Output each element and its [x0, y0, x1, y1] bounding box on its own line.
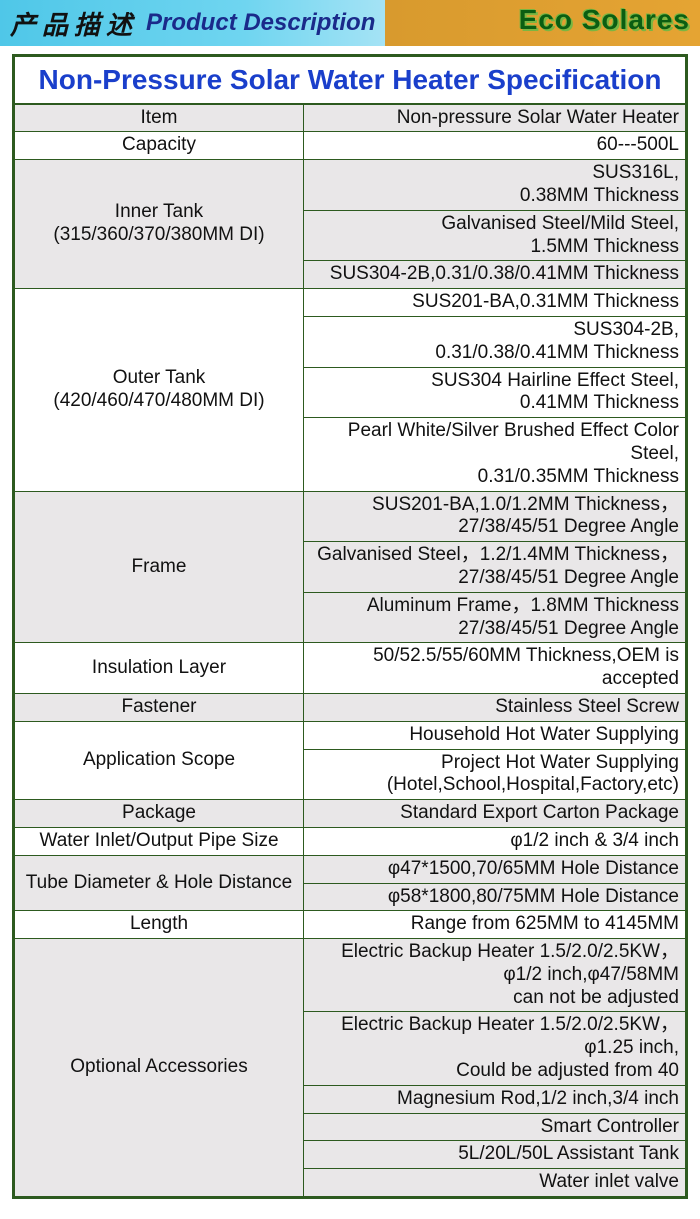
- spec-value: Galvanised Steel/Mild Steel,1.5MM Thickn…: [304, 210, 687, 261]
- spec-label: Application Scope: [14, 721, 304, 799]
- spec-value: Aluminum Frame，1.8MM Thickness27/38/45/5…: [304, 592, 687, 643]
- spec-label: Fastener: [14, 693, 304, 721]
- page-header: 产品描述 Product Description Eco Solares: [0, 0, 700, 46]
- spec-value: Pearl White/Silver Brushed Effect Color …: [304, 418, 687, 491]
- spec-value: SUS201-BA,1.0/1.2MM Thickness，27/38/45/5…: [304, 491, 687, 542]
- spec-label: Item: [14, 104, 304, 132]
- spec-label: Optional Accessories: [14, 939, 304, 1198]
- spec-value: 60---500L: [304, 132, 687, 160]
- spec-label: Inner Tank(315/360/370/380MM DI): [14, 160, 304, 289]
- spec-value: 5L/20L/50L Assistant Tank: [304, 1141, 687, 1169]
- spec-value: SUS304-2B,0.31/0.38/0.41MM Thickness: [304, 316, 687, 367]
- spec-value: φ1/2 inch & 3/4 inch: [304, 827, 687, 855]
- spec-value: Non-pressure Solar Water Heater: [304, 104, 687, 132]
- spec-label: Frame: [14, 491, 304, 643]
- spec-label: Package: [14, 800, 304, 828]
- spec-value: Standard Export Carton Package: [304, 800, 687, 828]
- spec-value: φ47*1500,70/65MM Hole Distance: [304, 855, 687, 883]
- spec-value: Water inlet valve: [304, 1169, 687, 1198]
- spec-value: Project Hot Water Supplying(Hotel,School…: [304, 749, 687, 800]
- spec-table: Non-Pressure Solar Water Heater Specific…: [12, 54, 688, 1199]
- spec-label: Water Inlet/Output Pipe Size: [14, 827, 304, 855]
- spec-label: Tube Diameter & Hole Distance: [14, 855, 304, 911]
- spec-value: Household Hot Water Supplying: [304, 721, 687, 749]
- spec-value: Galvanised Steel，1.2/1.4MM Thickness，27/…: [304, 542, 687, 593]
- header-label-cn: 产品描述: [10, 5, 138, 42]
- spec-label: Capacity: [14, 132, 304, 160]
- spec-value: Stainless Steel Screw: [304, 693, 687, 721]
- spec-value: Magnesium Rod,1/2 inch,3/4 inch: [304, 1085, 687, 1113]
- spec-label: Outer Tank(420/460/470/480MM DI): [14, 289, 304, 491]
- spec-label: Length: [14, 911, 304, 939]
- spec-label: Insulation Layer: [14, 643, 304, 694]
- table-title: Non-Pressure Solar Water Heater Specific…: [14, 56, 687, 104]
- spec-value: Electric Backup Heater 1.5/2.0/2.5KW，φ1.…: [304, 1012, 687, 1085]
- brand-logo: Eco Solares: [519, 4, 690, 36]
- spec-value: SUS316L,0.38MM Thickness: [304, 160, 687, 211]
- spec-value: SUS201-BA,0.31MM Thickness: [304, 289, 687, 317]
- spec-value: φ58*1800,80/75MM Hole Distance: [304, 883, 687, 911]
- spec-value: Smart Controller: [304, 1113, 687, 1141]
- spec-value: Range from 625MM to 4145MM: [304, 911, 687, 939]
- spec-value: SUS304-2B,0.31/0.38/0.41MM Thickness: [304, 261, 687, 289]
- spec-value: SUS304 Hairline Effect Steel,0.41MM Thic…: [304, 367, 687, 418]
- spec-value: Electric Backup Heater 1.5/2.0/2.5KW，φ1/…: [304, 939, 687, 1012]
- table-container: Non-Pressure Solar Water Heater Specific…: [0, 46, 700, 1219]
- header-label-en: Product Description: [146, 9, 375, 37]
- spec-value: 50/52.5/55/60MM Thickness,OEM is accepte…: [304, 643, 687, 694]
